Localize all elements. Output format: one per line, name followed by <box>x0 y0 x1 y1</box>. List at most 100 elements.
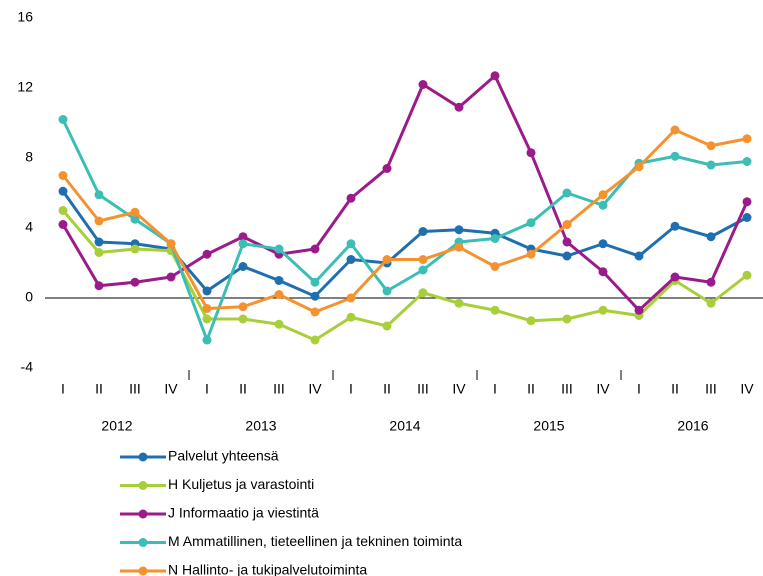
marker <box>382 164 392 173</box>
marker <box>202 286 212 296</box>
line <box>61 128 748 314</box>
marker <box>526 218 536 228</box>
marker <box>490 71 500 81</box>
marker <box>238 314 248 324</box>
x-tick-label: II <box>383 381 391 397</box>
marker <box>418 288 428 298</box>
marker <box>526 249 536 259</box>
marker <box>562 251 572 261</box>
marker <box>238 232 248 242</box>
marker <box>346 293 356 303</box>
legend-label: Palvelut yhteensä <box>168 448 279 464</box>
marker <box>706 160 716 170</box>
marker <box>454 225 464 235</box>
y-tick-label: -4 <box>21 359 34 375</box>
x-tick-label: III <box>417 381 429 397</box>
marker <box>418 80 428 89</box>
marker <box>382 255 392 264</box>
x-tick-label: IV <box>740 381 754 397</box>
marker <box>238 262 248 271</box>
x-tick-label: III <box>705 381 717 397</box>
marker <box>382 321 392 331</box>
marker <box>58 171 68 180</box>
marker <box>562 188 572 198</box>
marker <box>670 151 680 161</box>
marker <box>238 302 248 312</box>
marker <box>166 272 176 282</box>
marker <box>58 220 68 229</box>
marker <box>274 290 284 299</box>
marker <box>94 216 104 226</box>
line <box>61 74 749 312</box>
marker <box>598 239 608 249</box>
marker <box>238 239 248 249</box>
marker <box>274 244 284 254</box>
marker <box>202 249 212 259</box>
marker <box>454 242 464 252</box>
legend-marker <box>138 538 148 547</box>
marker <box>418 255 428 264</box>
marker <box>418 227 428 236</box>
y-tick-label: 0 <box>25 289 33 305</box>
marker <box>706 277 716 287</box>
marker <box>166 239 176 249</box>
marker <box>670 221 680 231</box>
line <box>61 209 748 342</box>
marker <box>274 319 284 329</box>
marker <box>58 115 68 124</box>
x-tick-label: II <box>671 381 679 397</box>
marker <box>526 316 536 326</box>
y-tick-label: 8 <box>25 149 33 165</box>
y-tick-label: 4 <box>25 219 33 235</box>
marker <box>706 298 716 308</box>
marker <box>742 213 752 222</box>
marker <box>742 157 752 166</box>
marker <box>526 148 536 158</box>
marker <box>310 307 320 317</box>
marker <box>310 277 320 287</box>
marker <box>58 206 68 215</box>
marker <box>742 270 752 280</box>
marker <box>490 234 500 243</box>
marker <box>130 277 140 287</box>
marker <box>382 286 392 296</box>
x-tick-label: II <box>95 381 103 397</box>
x-tick-label: IV <box>452 381 466 397</box>
year-label: 2012 <box>101 418 132 434</box>
marker <box>346 255 356 264</box>
legend-marker <box>138 481 148 490</box>
x-tick-label: IV <box>308 381 322 397</box>
marker <box>598 305 608 315</box>
marker <box>562 314 572 324</box>
marker <box>598 267 608 277</box>
marker <box>310 335 320 345</box>
marker <box>274 276 284 285</box>
marker <box>310 291 320 301</box>
legend-marker <box>138 566 148 576</box>
marker <box>202 314 212 324</box>
marker <box>418 265 428 275</box>
x-tick-label: II <box>239 381 247 397</box>
x-tick-label: IV <box>596 381 610 397</box>
year-label: 2014 <box>389 418 420 434</box>
legend-label: J Informaatio ja viestintä <box>168 505 319 521</box>
year-label: 2016 <box>677 418 708 434</box>
legend-label: H Kuljetus ja varastointi <box>168 476 314 492</box>
x-tick-label: I <box>493 381 497 397</box>
x-tick-label: III <box>561 381 573 397</box>
x-tick-label: I <box>205 381 209 397</box>
marker <box>202 335 212 345</box>
marker <box>742 134 752 144</box>
marker <box>562 237 572 247</box>
marker <box>706 232 716 242</box>
marker <box>562 220 572 229</box>
marker <box>130 214 140 224</box>
marker <box>94 190 104 200</box>
marker <box>346 312 356 322</box>
marker <box>130 244 140 254</box>
marker <box>454 298 464 308</box>
marker <box>490 305 500 315</box>
marker <box>310 244 320 254</box>
legend-label: N Hallinto- ja tukipalvelutoiminta <box>168 562 367 576</box>
